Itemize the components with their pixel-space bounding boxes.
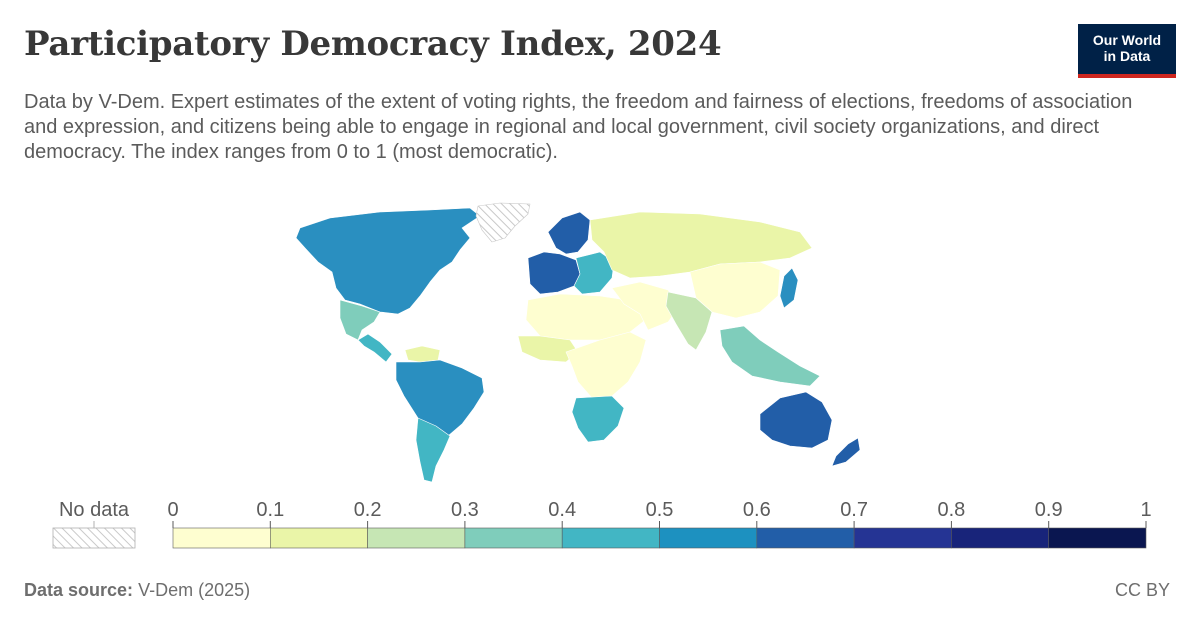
legend-bin[interactable] (367, 527, 466, 549)
data-source: Data source: V-Dem (2025) (24, 580, 250, 601)
data-source-label: Data source: (24, 580, 134, 600)
region-argentina[interactable] (415, 417, 451, 483)
region-western-europe[interactable] (527, 251, 581, 295)
legend-tick-label: 0.7 (840, 499, 868, 521)
data-source-link[interactable]: V-Dem (2025) (138, 580, 251, 600)
region-venezuela[interactable] (404, 345, 441, 363)
legend-bin[interactable] (561, 527, 660, 549)
region-india[interactable] (665, 291, 713, 351)
owid-logo[interactable]: Our World in Data (1078, 24, 1176, 78)
region-north-america[interactable] (295, 207, 481, 315)
region-southeast-asia[interactable] (719, 325, 821, 387)
license-label[interactable]: CC BY (1114, 580, 1170, 600)
legend-tick-label: 0 (167, 499, 178, 521)
legend-bin[interactable] (1048, 527, 1147, 549)
region-mexico[interactable] (339, 299, 381, 341)
legend-bin[interactable] (172, 527, 271, 549)
legend-bin[interactable] (464, 527, 563, 549)
legend-tick-label: 0.1 (256, 499, 284, 521)
region-new-zealand[interactable] (831, 437, 861, 467)
region-central-america[interactable] (357, 333, 393, 363)
logo-line-2: in Data (1103, 48, 1151, 64)
region-russia[interactable] (589, 211, 813, 279)
region-southern-africa[interactable] (571, 395, 625, 443)
chart-title: Participatory Democracy Index, 2024 (24, 24, 722, 64)
region-eastern-europe[interactable] (573, 251, 615, 295)
legend-tick-label: 0.4 (548, 499, 576, 521)
region-south-america[interactable] (395, 359, 485, 447)
legend: No data 0 0.1 0.2 0.3 0.4 0.5 0.6 0.7 0.8 0.9 1 (52, 499, 1152, 549)
chart-subtitle: Data by V-Dem. Expert estimates of the e… (24, 91, 1133, 163)
legend-tick-label: 0.3 (451, 499, 479, 521)
region-scandinavia[interactable] (547, 211, 591, 255)
legend-bin[interactable] (659, 527, 758, 549)
legend-tick-label: 0.8 (937, 499, 965, 521)
region-middle-east[interactable] (611, 281, 681, 331)
region-japan[interactable] (779, 267, 799, 309)
legend-tick-label: 0.5 (646, 499, 674, 521)
legend-tick-label: 0.2 (354, 499, 382, 521)
legend-no-data-swatch (52, 527, 136, 549)
legend-bin[interactable] (756, 527, 855, 549)
legend-bin[interactable] (269, 527, 368, 549)
legend-bin[interactable] (951, 527, 1050, 549)
legend-tick-label: 0.6 (743, 499, 771, 521)
legend-no-data-label: No data (59, 499, 130, 521)
legend-bin[interactable] (853, 527, 952, 549)
region-greenland[interactable] (475, 202, 531, 243)
legend-tick-label: 1 (1140, 499, 1151, 521)
region-central-africa[interactable] (565, 331, 647, 399)
region-australia[interactable] (759, 391, 833, 449)
legend-tick-label: 0.9 (1035, 499, 1063, 521)
logo-line-1: Our World (1092, 32, 1162, 48)
